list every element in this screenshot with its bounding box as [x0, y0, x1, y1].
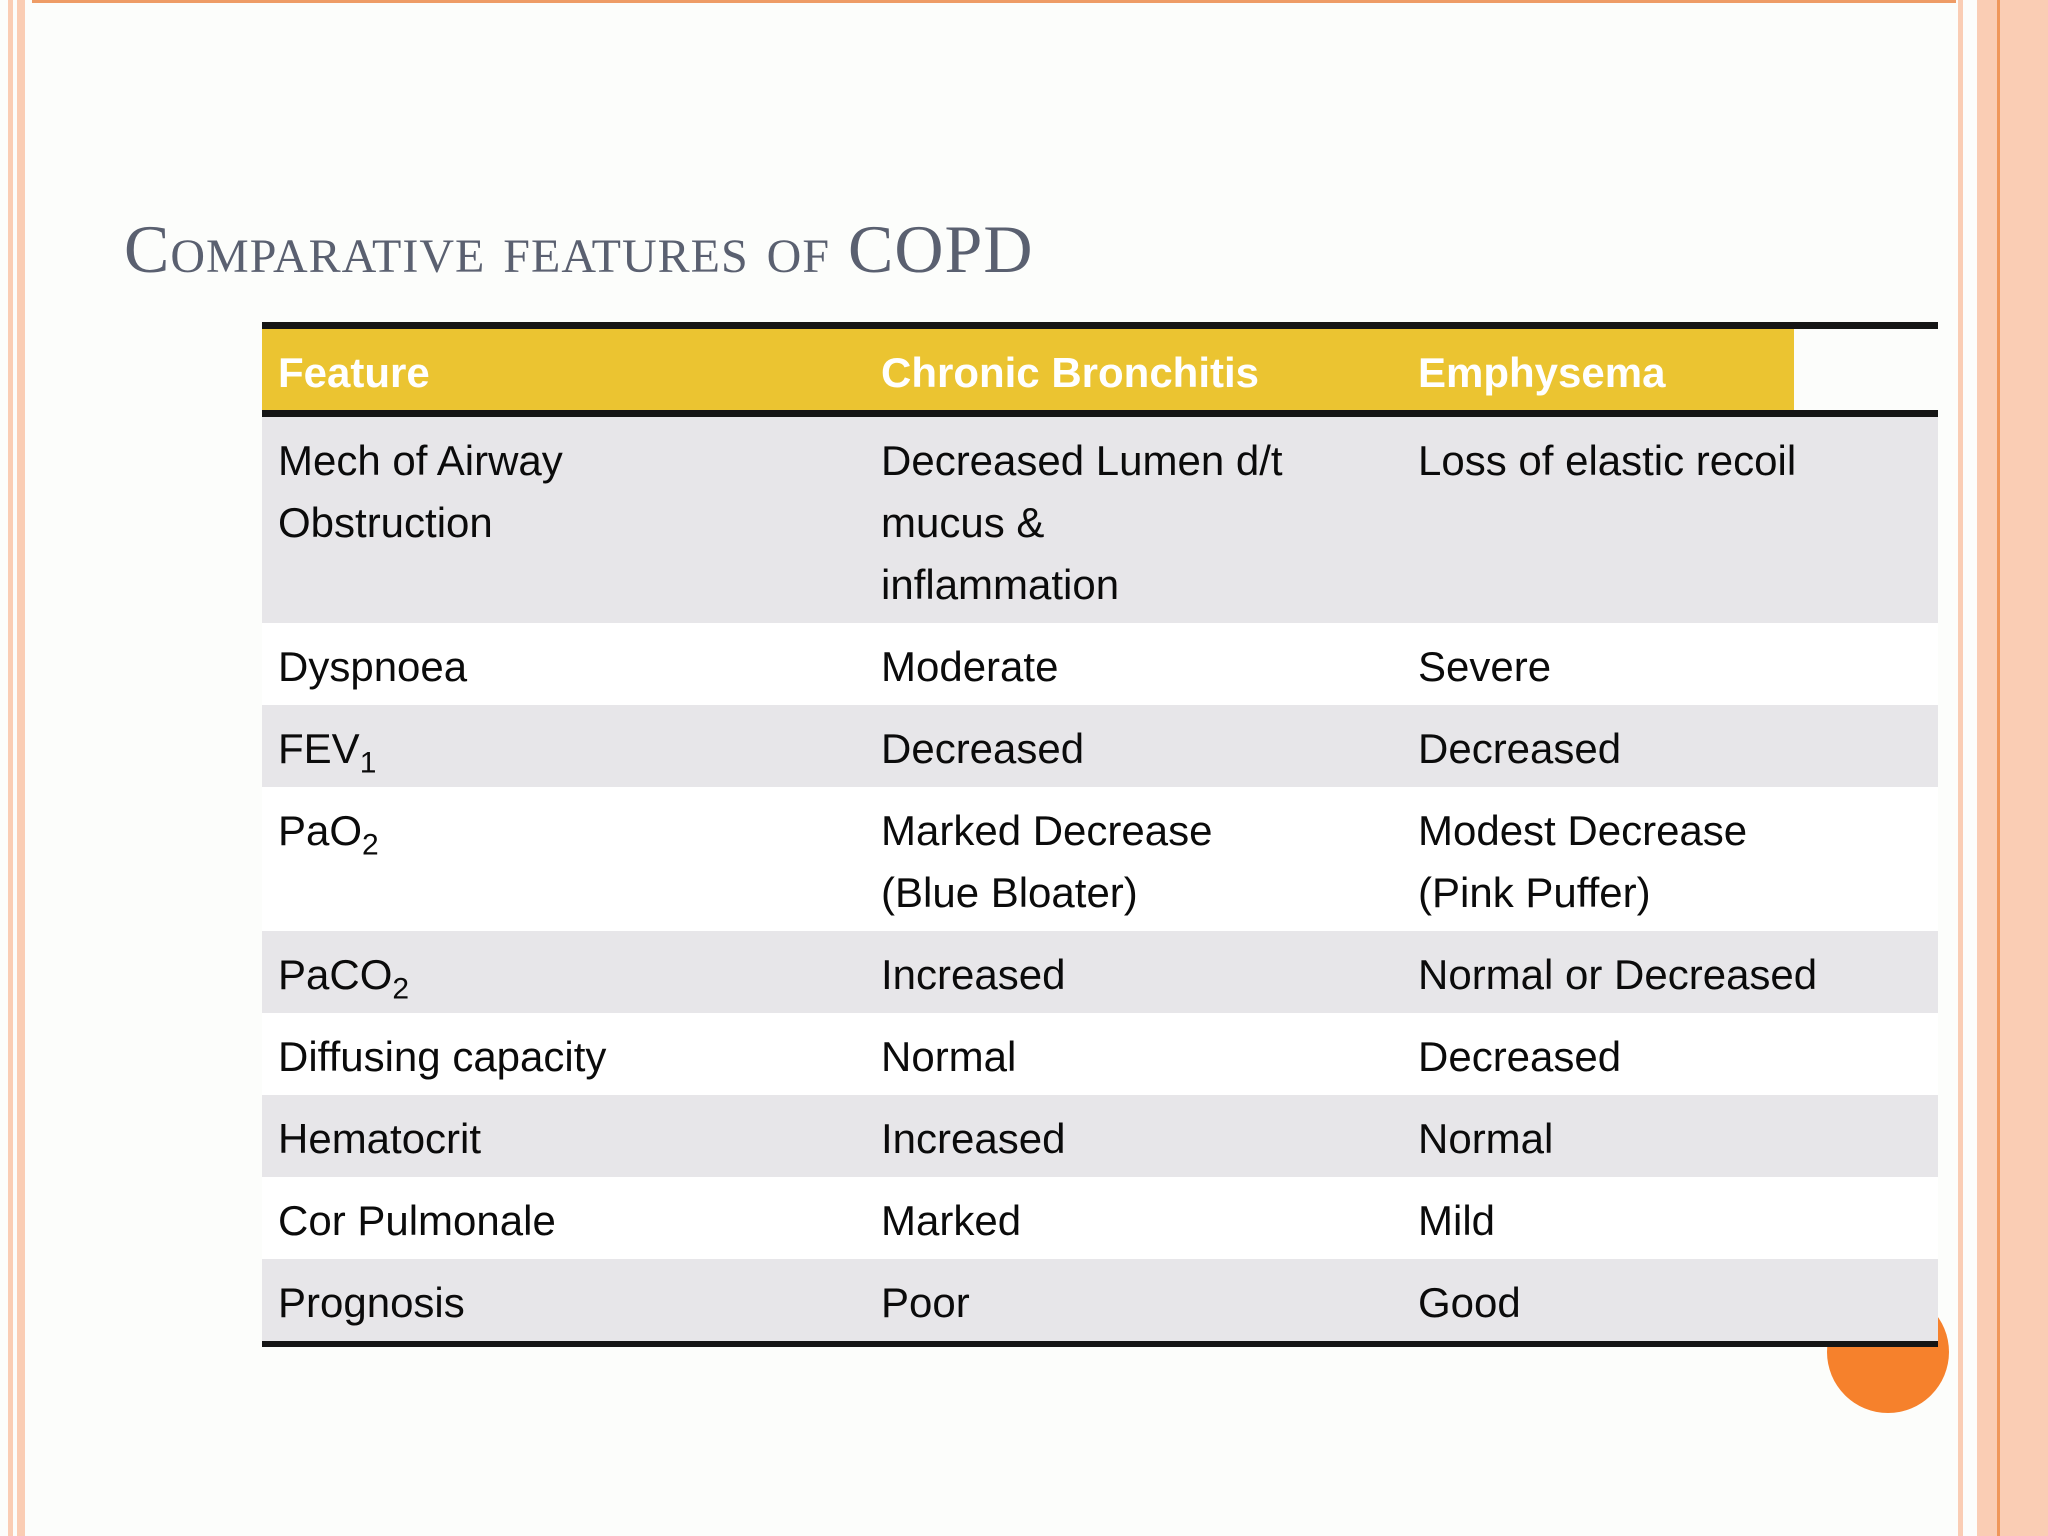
left-border-stripe-thin [8, 0, 13, 1536]
table-row: Prognosis Poor Good [262, 1259, 1938, 1341]
top-accent-line [32, 0, 1956, 3]
cell-feature: FEV1 [278, 725, 377, 780]
cell-feature: PaCO2 [278, 951, 410, 1006]
table-row: Dyspnoea Moderate Severe [262, 623, 1938, 705]
cell-feature: Prognosis [278, 1279, 465, 1326]
cell-chronic-bronchitis: Increased [881, 1115, 1066, 1162]
table-header-row: Feature Chronic Bronchitis Emphysema [262, 329, 1938, 410]
header-cell-emphysema: Emphysema [1418, 348, 1666, 396]
table-row: PaCO2 Increased Normal or Decreased [262, 931, 1938, 1013]
right-border-fill [2000, 0, 2048, 1536]
cell-emphysema: Mild [1418, 1197, 1496, 1244]
cell-feature: Mech of Airway Obstruction [278, 437, 563, 546]
slide-title: Comparative features of COPD [124, 211, 1034, 287]
table-row: Cor Pulmonale Marked Mild [262, 1177, 1938, 1259]
cell-feature: PaO2 [278, 807, 379, 862]
header-cell-chronic-bronchitis: Chronic Bronchitis [881, 348, 1260, 396]
table-top-border [262, 322, 1938, 329]
cell-emphysema: Loss of elastic recoil [1418, 437, 1797, 484]
cell-chronic-bronchitis: Poor [881, 1279, 970, 1326]
header-cell-feature: Feature [278, 348, 430, 396]
table-body: Mech of Airway Obstruction Decreased Lume… [262, 417, 1938, 1341]
table-row: FEV1 Decreased Decreased [262, 705, 1938, 787]
cell-emphysema: Normal [1418, 1115, 1554, 1162]
cell-chronic-bronchitis: Moderate [881, 643, 1059, 690]
cell-emphysema: Modest Decrease (Pink Puffer) [1418, 807, 1748, 916]
left-border-stripe-wide [17, 0, 25, 1536]
table-row: Mech of Airway Obstruction Decreased Lume… [262, 417, 1938, 623]
cell-emphysema: Severe [1418, 643, 1552, 690]
cell-emphysema: Good [1418, 1279, 1521, 1326]
table-bottom-border [262, 1341, 1938, 1347]
cell-chronic-bronchitis: Increased [881, 951, 1066, 998]
cell-feature: Dyspnoea [278, 643, 468, 690]
right-border-stripe-thin [1958, 0, 1963, 1536]
table-row: Hematocrit Increased Normal [262, 1095, 1938, 1177]
cell-chronic-bronchitis: Marked [881, 1197, 1022, 1244]
table-row: PaO2 Marked Decrease (Blue Bloater) Modest… [262, 787, 1938, 931]
cell-chronic-bronchitis: Marked Decrease (Blue Bloater) [881, 807, 1213, 916]
cell-emphysema: Decreased [1418, 1033, 1622, 1080]
table-header-background [262, 329, 1794, 410]
table-header-bottom-border [262, 410, 1938, 417]
copd-comparison-table: Feature Chronic Bronchitis Emphysema Mec… [262, 322, 1938, 1347]
table-row: Diffusing capacity Normal Decreased [262, 1013, 1938, 1095]
cell-feature: Diffusing capacity [278, 1033, 607, 1080]
cell-chronic-bronchitis: Normal [881, 1033, 1017, 1080]
cell-chronic-bronchitis: Decreased Lumen d/t mucus & inflammation [881, 437, 1283, 608]
cell-feature: Cor Pulmonale [278, 1197, 556, 1244]
cell-feature: Hematocrit [278, 1115, 482, 1162]
cell-chronic-bronchitis: Decreased [881, 725, 1085, 772]
right-border-dark-line [1997, 0, 2000, 1536]
cell-emphysema: Normal or Decreased [1418, 951, 1818, 998]
cell-emphysema: Decreased [1418, 725, 1622, 772]
right-border-stripe-wide [1977, 0, 1997, 1536]
